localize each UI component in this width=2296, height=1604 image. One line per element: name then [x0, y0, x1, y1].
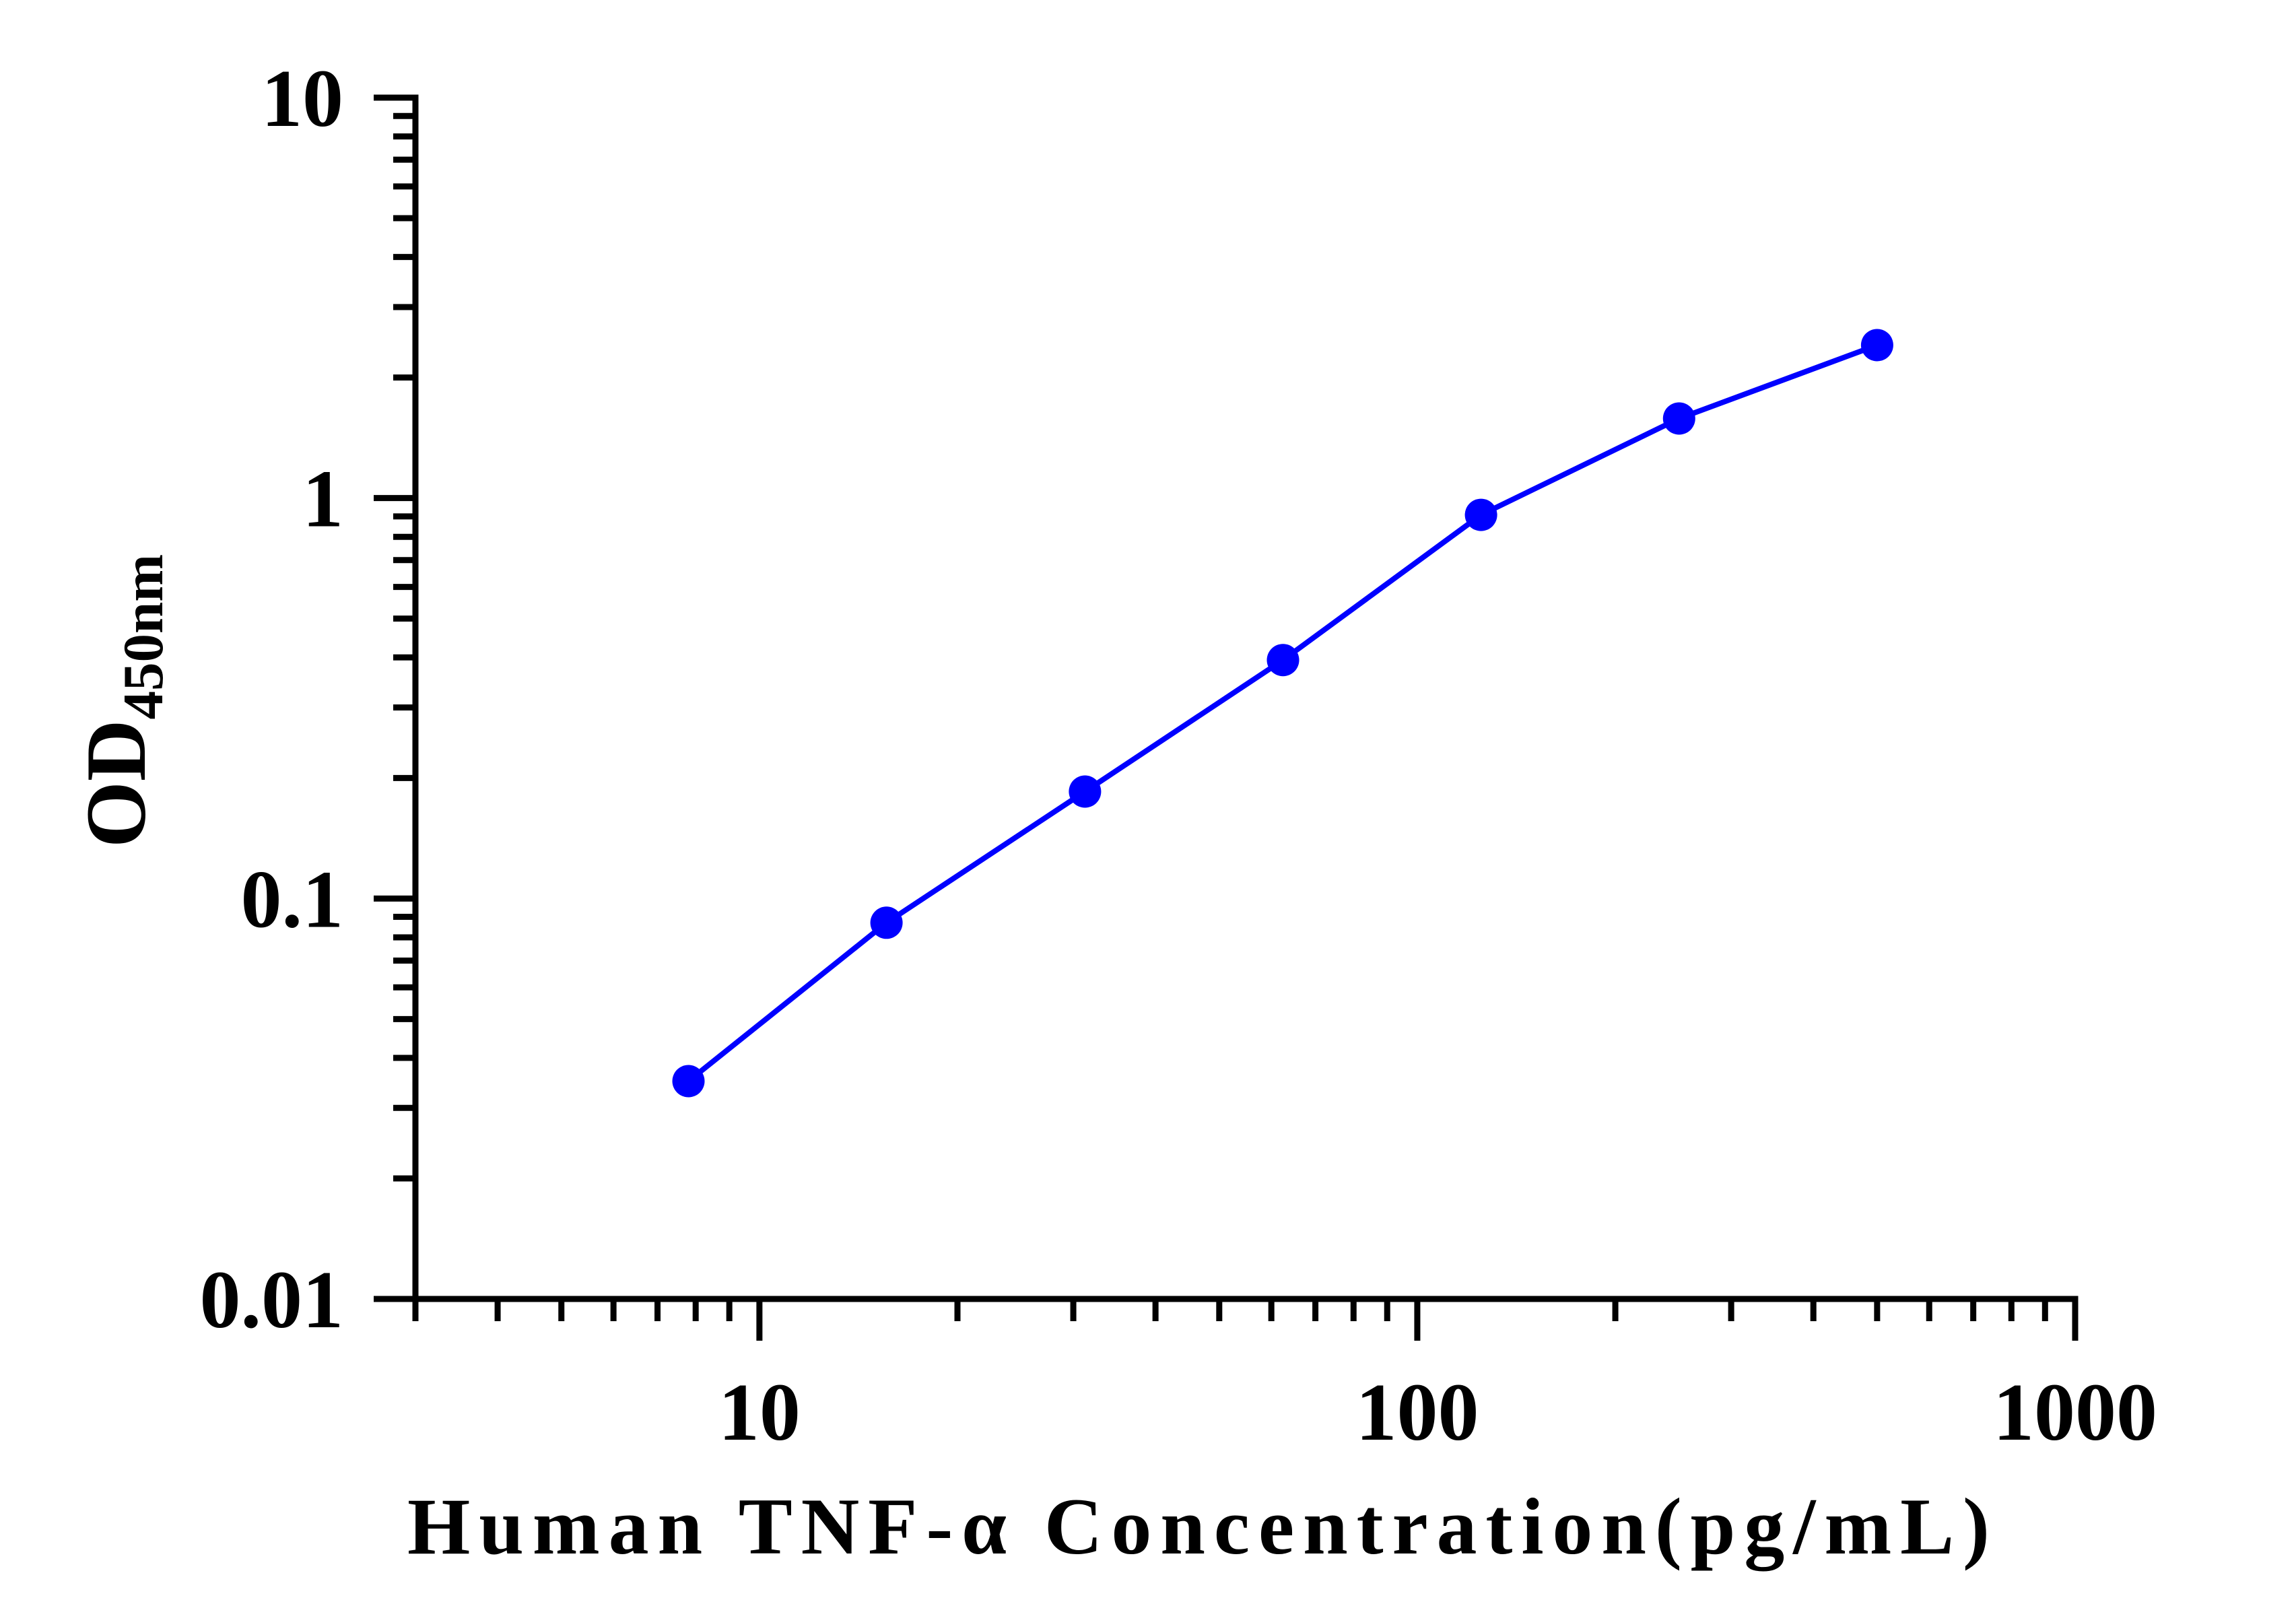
x-tick-label: 100 [1355, 1367, 1479, 1458]
x-axis-title: Human TNF-α Concentration(pg/mL) [407, 1481, 1990, 1572]
y-tick-label: 0.1 [241, 854, 344, 945]
y-tick-label: 10 [261, 53, 343, 144]
data-point [870, 906, 903, 939]
data-point [1069, 775, 1102, 808]
y-axis-title-main: OD [69, 720, 164, 848]
data-point [1464, 498, 1497, 531]
data-points [672, 329, 1893, 1098]
data-point [1662, 402, 1695, 435]
data-point [672, 1065, 705, 1098]
y-tick-label: 1 [302, 454, 343, 545]
y-tick-label: 0.01 [200, 1255, 344, 1345]
axes [412, 94, 2079, 1302]
x-tick-label: 1000 [1993, 1367, 2157, 1458]
tick-labels: 10 100 1000 10 1 0.1 0.01 [200, 53, 2158, 1458]
data-point [1860, 329, 1893, 362]
y-axis-title: OD450nm [69, 554, 175, 848]
x-tick-label: 10 [718, 1367, 801, 1458]
data-point [1267, 644, 1299, 677]
axis-ticks [374, 94, 2079, 1341]
y-axis-title-subscript: 450nm [112, 554, 175, 720]
